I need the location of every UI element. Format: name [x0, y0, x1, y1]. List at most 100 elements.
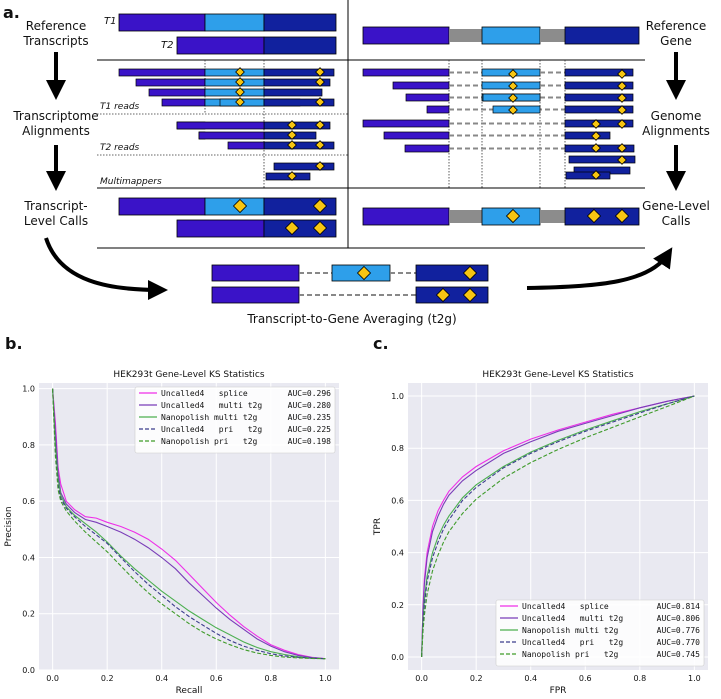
read-segment	[204, 68, 265, 77]
t2g-caption: Transcript-to-Gene Averaging (t2g)	[246, 312, 456, 326]
modification-diamond-icon	[312, 220, 328, 236]
modification-diamond-icon	[287, 171, 297, 181]
read-group-t2: T2 reads	[100, 143, 140, 153]
legend-entry-name: Nanopolish pri t2g	[522, 650, 619, 659]
left-label-0-line1: Reference	[26, 19, 86, 33]
read-segment	[564, 81, 634, 90]
legend-box	[134, 386, 336, 454]
series-line	[421, 395, 695, 658]
left-label-2-line2: Level Calls	[24, 214, 88, 228]
modification-diamond-icon	[462, 265, 478, 281]
modification-diamond-icon	[315, 140, 325, 150]
y-tick-label: 0.2	[391, 601, 404, 610]
read-segment	[263, 78, 331, 87]
y-tick-label: 0.8	[391, 444, 404, 453]
series-line	[421, 395, 695, 658]
right-label-1-line1: Genome	[651, 109, 702, 123]
panel-a-diagram: a. Reference Transcripts Transcriptome Ali…	[3, 0, 710, 326]
read-segment	[362, 68, 450, 77]
read-segment	[564, 105, 634, 114]
legend-entry-auc: AUC=0.814	[657, 602, 701, 611]
read-segment	[392, 81, 450, 90]
legend-entry-name: Nanopolish multi t2g	[522, 626, 619, 635]
x-axis-label: Recall	[176, 686, 203, 696]
modification-markers	[232, 67, 630, 303]
read-group-multimappers: Multimappers	[100, 177, 162, 187]
series-line	[52, 388, 326, 660]
legend-entry-name: Uncalled4 pri t2g	[522, 638, 623, 647]
series-line	[52, 388, 326, 660]
modification-diamond-icon	[591, 131, 601, 141]
modification-diamond-icon	[287, 130, 297, 140]
legend-entry-name: Nanopolish multi t2g	[161, 413, 258, 422]
left-label-reference-transcripts: Reference Transcripts	[22, 19, 88, 48]
read-segment	[263, 88, 323, 97]
read-segment	[405, 93, 450, 102]
x-tick-label: 0.8	[633, 674, 646, 683]
modification-diamond-icon	[315, 161, 325, 171]
y-tick-label: 0.4	[22, 553, 35, 562]
read-group-t1: T1 reads	[100, 102, 140, 112]
series-line	[52, 388, 326, 660]
right-label-reference-gene: Reference Gene	[646, 19, 706, 48]
series-line	[421, 395, 695, 658]
y-tick-label: 0.4	[391, 549, 404, 558]
y-axis-label: Precision	[4, 506, 14, 546]
y-tick-label: 0.0	[22, 666, 35, 675]
transcriptome-reads	[118, 68, 335, 181]
right-label-0-line2: Gene	[660, 34, 692, 48]
left-label-1-line1: Transcriptome	[12, 109, 98, 123]
left-label-transcript-level-calls: Transcript-Level Calls	[23, 199, 88, 228]
x-axis-label: FPR	[550, 686, 567, 696]
transcript-level-calls	[118, 197, 337, 238]
modification-diamond-icon	[508, 81, 518, 91]
read-segment	[263, 68, 335, 77]
modification-diamond-icon	[617, 143, 627, 153]
left-label-0-line2: Transcripts	[22, 34, 88, 48]
legend-entry-auc: AUC=0.280	[288, 401, 332, 410]
series-line	[421, 395, 695, 658]
right-label-1-line2: Alignments	[642, 124, 710, 138]
chart-precision-recall: b. 0.0 0.2 0.4 0.6 0.8 1.0 0.0 0.2 0.4 0.6 0.8 1.0 HE…	[4, 334, 339, 696]
read-segment	[118, 68, 206, 77]
modification-diamond-icon	[617, 105, 627, 115]
x-tick-label: 0.0	[46, 674, 59, 683]
read-segment	[263, 98, 335, 107]
read-segment	[564, 93, 634, 102]
left-down-arrows	[46, 52, 686, 191]
x-tick-label: 1.0	[688, 674, 701, 683]
panel-label: b.	[5, 334, 23, 353]
y-axis-label: TPR	[373, 518, 383, 536]
legend-entry-auc: AUC=0.296	[288, 389, 332, 398]
read-segment	[135, 78, 206, 87]
y-tick-label: 0.6	[391, 496, 404, 505]
right-label-genome-alignments: Genome Alignments	[642, 109, 710, 138]
legend-entry-name: Nanopolish pri t2g	[161, 437, 258, 446]
legend-entry-auc: AUC=0.235	[288, 413, 332, 422]
modification-diamond-icon	[508, 69, 518, 79]
modification-diamond-icon	[315, 77, 325, 87]
read-segment	[568, 155, 636, 164]
modification-diamond-icon	[435, 287, 451, 303]
y-tick-label: 0.6	[22, 497, 35, 506]
y-tick-label: 0.0	[391, 653, 404, 662]
curved-arrow-right-icon	[526, 247, 673, 290]
x-tick-label: 0.0	[415, 674, 428, 683]
read-segment	[148, 88, 206, 97]
modification-diamond-icon	[315, 67, 325, 77]
modification-diamond-icon	[462, 287, 478, 303]
legend-entry-name: Uncalled4 pri t2g	[161, 425, 262, 434]
modification-diamond-icon	[591, 170, 601, 180]
y-tick-label: 0.8	[22, 441, 35, 450]
modification-diamond-icon	[617, 81, 627, 91]
modification-diamond-icon	[617, 93, 627, 103]
panel-a-label: a.	[3, 3, 20, 22]
x-tick-label: 0.4	[524, 674, 537, 683]
legend-entry-auc: AUC=0.806	[657, 614, 701, 623]
modification-diamond-icon	[591, 119, 601, 129]
y-tick-label: 0.2	[22, 610, 35, 619]
read-segment	[565, 171, 611, 180]
read-segment	[176, 121, 265, 130]
transcript-t1-label: T1	[104, 16, 116, 27]
